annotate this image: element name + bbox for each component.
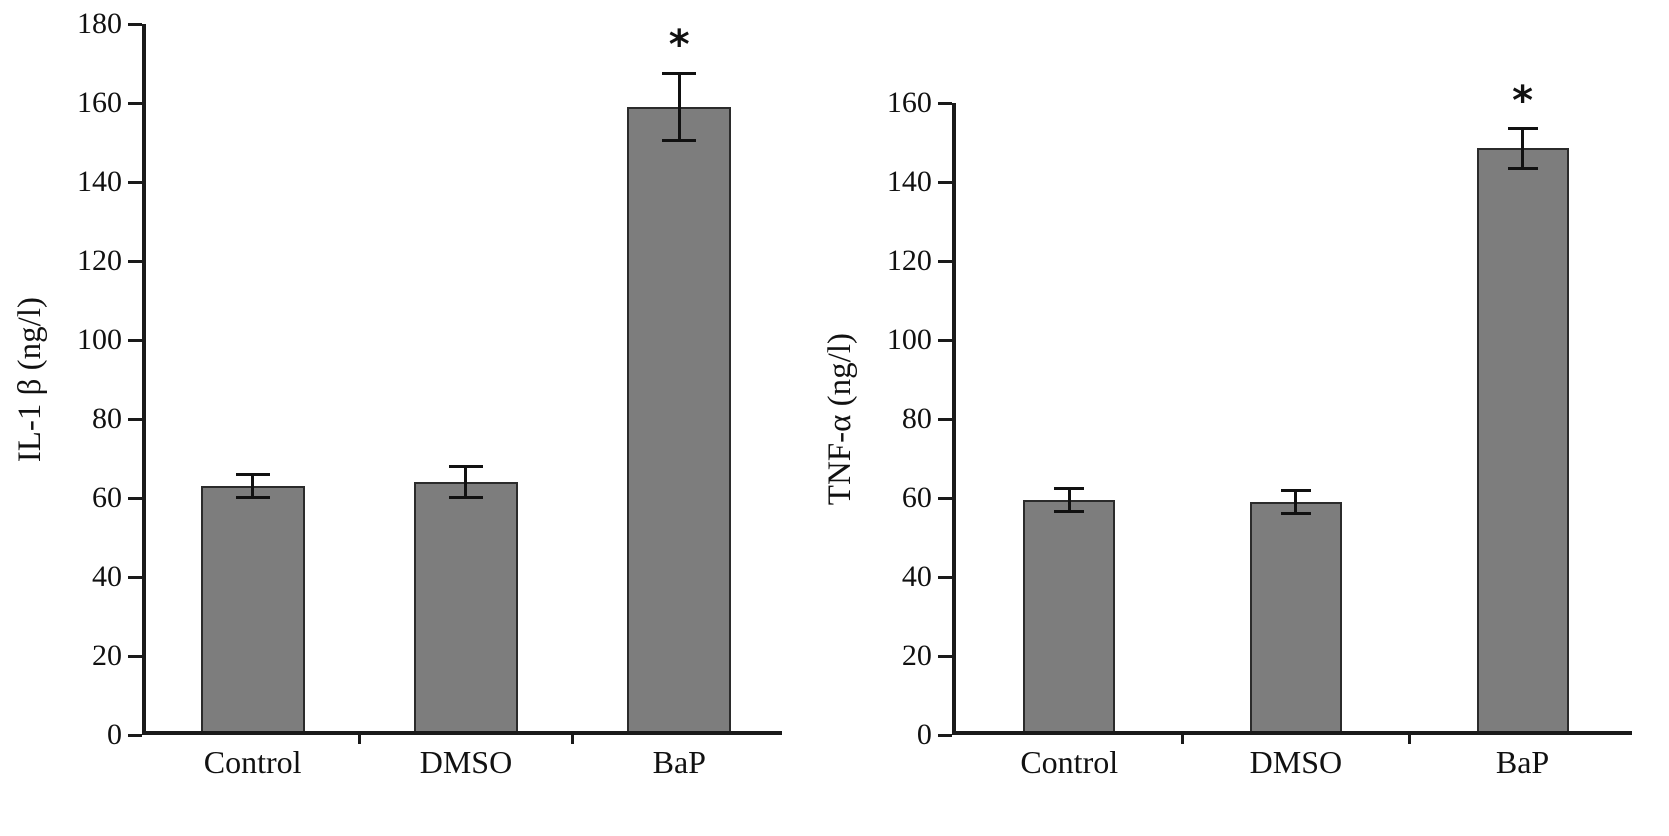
error-bar-line-control (1067, 488, 1071, 512)
significance-asterisk-bap: * (668, 22, 690, 69)
chart-tnfa: TNF-α (ng/l) 0 20 40 60 80 100 120 140 160 Contro… (821, 81, 1632, 780)
bar-bap (1476, 148, 1569, 731)
error-bar-cap-bottom-bap (1507, 166, 1538, 170)
error-bar-cap-top-control (1054, 486, 1085, 490)
y-axis-tick-60 (127, 496, 142, 500)
x-category-label-bap: BaP (652, 744, 706, 780)
plot-area-tnfa: 0 20 40 60 80 100 120 140 160 Control DMSO BaP * (887, 81, 1632, 780)
error-bar-cap-bottom-control (235, 496, 270, 500)
error-bar-cap-top-bap (1507, 127, 1538, 131)
y-axis-tick-label-20: 20 (901, 639, 932, 672)
figure: IL-1 β (ng/l) 0 20 40 60 80 100 120 140 160 180 Co… (12, 9, 1632, 780)
y-axis-tick-label-80: 80 (901, 402, 932, 435)
y-axis-tick-160 (127, 101, 142, 105)
x-category-label-control: Control (1020, 744, 1119, 780)
error-bar-line-bap (677, 73, 681, 141)
x-axis-tick-1 (1181, 731, 1185, 744)
y-axis-tick-label-60: 60 (91, 481, 122, 514)
y-axis-tick-label-160: 160 (76, 86, 122, 119)
x-category-label-dmso: DMSO (1249, 744, 1343, 780)
chart-il1b: IL-1 β (ng/l) 0 20 40 60 80 100 120 140 160 180 Co… (12, 9, 782, 780)
error-bar-cap-top-bap (662, 71, 697, 75)
y-axis-tick-40 (127, 575, 142, 579)
y-axis-tick-label-40: 40 (91, 560, 122, 593)
bar-control (200, 486, 305, 731)
y-axis-tick-label-80: 80 (91, 402, 122, 435)
y-axis-tick-80 (127, 417, 142, 421)
y-axis-tick-label-0: 0 (916, 718, 932, 751)
y-axis-tick-180 (127, 22, 142, 26)
y-axis-tick-label-120: 120 (886, 244, 932, 277)
bar-control (1023, 499, 1116, 731)
y-axis-tick-label-100: 100 (886, 323, 932, 356)
error-bar-cap-bottom-control (1054, 510, 1085, 514)
x-category-label-bap: BaP (1495, 744, 1550, 780)
y-axis-tick-160 (937, 101, 952, 105)
y-axis-tick-40 (937, 575, 952, 579)
y-axis-tick-120 (127, 259, 142, 263)
bar-dmso (1249, 501, 1342, 731)
y-axis-tick-140 (937, 180, 952, 184)
y-axis-tick-20 (127, 654, 142, 658)
x-axis-tick-2 (1407, 731, 1411, 744)
y-axis-tick-60 (937, 496, 952, 500)
y-axis-tick-100 (127, 338, 142, 342)
significance-asterisk-bap: * (1512, 77, 1533, 124)
y-axis-tick-label-100: 100 (76, 323, 122, 356)
x-axis-tick-2 (571, 731, 575, 744)
x-axis-tick-1 (357, 731, 361, 744)
x-category-label-control: Control (203, 744, 302, 780)
y-axis-tick-label-140: 140 (76, 165, 122, 198)
bar-bap (627, 106, 732, 731)
y-axis-tick-label-0: 0 (106, 718, 122, 751)
y-axis-tick-label-180: 180 (76, 7, 122, 40)
error-bar-line-control (251, 474, 255, 498)
y-axis-title-il1b: IL-1 β (ng/l) (12, 296, 48, 463)
error-bar-cap-bottom-dmso (1280, 512, 1311, 516)
y-axis-tick-100 (937, 338, 952, 342)
y-axis-tick-0 (127, 733, 142, 737)
plot-area-il1b: 0 20 40 60 80 100 120 140 160 180 Control DMSO BaP * (77, 9, 782, 780)
y-axis-tick-label-60: 60 (901, 481, 932, 514)
y-axis-title-tnfa: TNF-α (ng/l) (821, 332, 858, 506)
x-category-label-dmso: DMSO (419, 744, 513, 780)
error-bar-cap-bottom-dmso (448, 496, 483, 500)
error-bar-line-dmso (1294, 490, 1298, 514)
y-axis-tick-20 (937, 654, 952, 658)
y-axis-tick-label-140: 140 (886, 165, 932, 198)
error-bar-line-dmso (464, 466, 468, 498)
error-bar-cap-top-dmso (1280, 488, 1311, 492)
y-axis-tick-80 (937, 417, 952, 421)
y-axis-tick-120 (937, 259, 952, 263)
error-bar-cap-bottom-bap (662, 138, 697, 142)
bar-dmso (413, 482, 518, 731)
error-bar-cap-top-dmso (448, 464, 483, 468)
y-axis-tick-label-160: 160 (886, 86, 932, 119)
error-bar-cap-top-control (235, 472, 270, 476)
y-axis-tick-label-120: 120 (76, 244, 122, 277)
y-axis-tick-140 (127, 180, 142, 184)
error-bar-line-bap (1521, 128, 1525, 169)
y-axis-tick-0 (937, 733, 952, 737)
y-axis-tick-label-20: 20 (91, 639, 122, 672)
y-axis-tick-label-40: 40 (901, 560, 932, 593)
